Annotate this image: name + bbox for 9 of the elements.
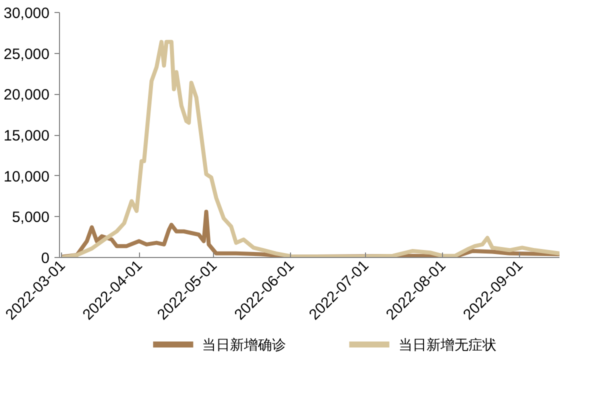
y-tick-label: 20,000 — [4, 86, 50, 104]
y-tick-label: 15,000 — [4, 128, 50, 144]
y-tick-label: 30,000 — [4, 5, 50, 22]
y-tick-label: 10,000 — [4, 168, 50, 186]
legend-label: 当日新增确诊 — [202, 336, 286, 352]
y-tick-label: 0 — [41, 250, 50, 267]
y-tick-label: 5,000 — [12, 209, 50, 226]
y-tick-label: 25,000 — [4, 46, 50, 63]
legend-label: 当日新增无症状 — [398, 336, 496, 352]
